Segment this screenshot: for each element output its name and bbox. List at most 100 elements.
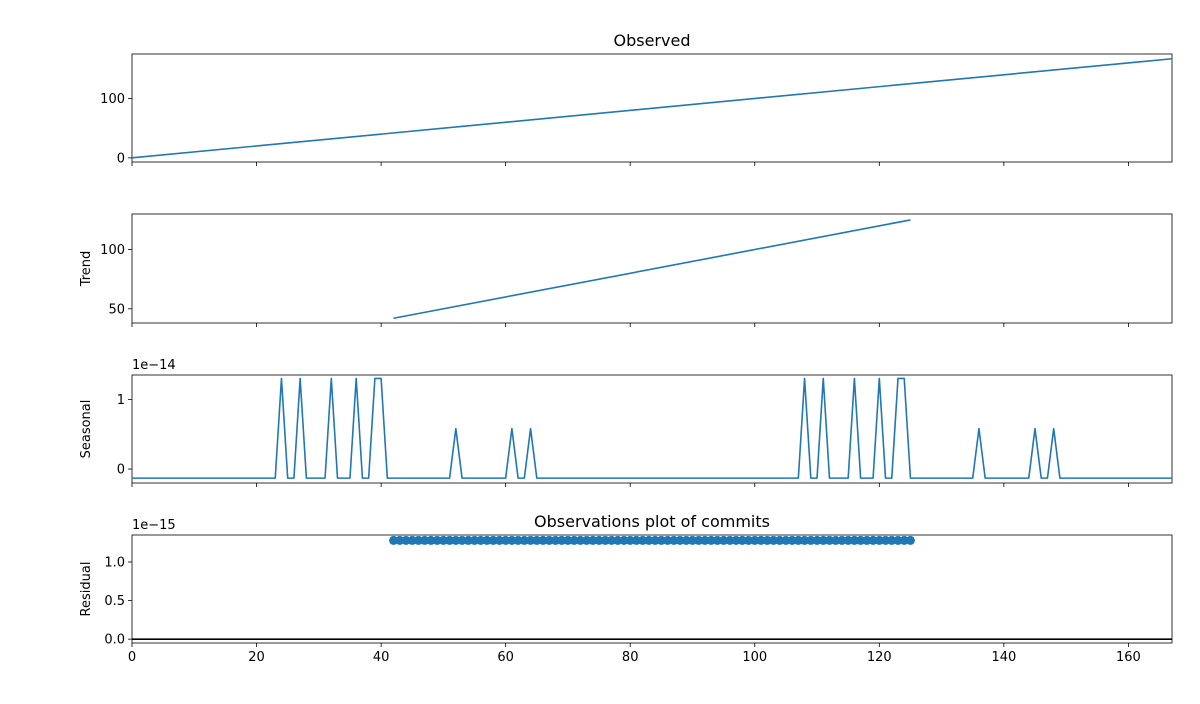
residual-point-114 — [837, 535, 847, 545]
residual-point-74 — [588, 535, 598, 545]
y-tick-label-3-0: 0 — [117, 463, 125, 478]
y-tick-label-4-1: 0.5 — [104, 594, 125, 609]
x-tick-label-6: 120 — [867, 650, 892, 665]
y-tick-label-2-0: 50 — [108, 302, 125, 317]
residual-point-125 — [905, 535, 915, 545]
residual-point-53 — [457, 535, 467, 545]
residual-point-104 — [775, 535, 785, 545]
residual-point-110 — [812, 535, 822, 545]
residual-point-78 — [613, 535, 623, 545]
y-offset-label-3: 1e−14 — [132, 358, 176, 373]
residual-point-63 — [519, 535, 529, 545]
residual-point-117 — [856, 535, 866, 545]
x-tick-label-2: 40 — [373, 650, 390, 665]
residual-point-43 — [395, 535, 405, 545]
residual-point-124 — [899, 535, 909, 545]
residual-point-81 — [631, 535, 641, 545]
residual-point-85 — [656, 535, 666, 545]
series-line-1-0 — [131, 57, 1173, 159]
axes-frame-4 — [131, 534, 1173, 644]
residual-point-61 — [507, 535, 517, 545]
residual-point-44 — [401, 535, 411, 545]
y-tick-label-1-1: 100 — [100, 92, 125, 107]
panel-title-4: Observations plot of commits — [534, 512, 770, 531]
residual-point-54 — [463, 535, 473, 545]
x-tick-label-5: 100 — [742, 650, 767, 665]
residual-point-67 — [544, 535, 554, 545]
x-tick-label-3: 60 — [497, 650, 514, 665]
residual-point-56 — [476, 535, 486, 545]
residual-point-94 — [712, 535, 722, 545]
axes-frame-3 — [131, 374, 1173, 484]
residual-point-97 — [731, 535, 741, 545]
residual-point-42 — [389, 535, 399, 545]
residual-point-93 — [706, 535, 716, 545]
residual-point-69 — [557, 535, 567, 545]
residual-point-118 — [862, 535, 872, 545]
residual-point-115 — [843, 535, 853, 545]
residual-point-70 — [563, 535, 573, 545]
residual-point-95 — [719, 535, 729, 545]
y-tick-label-2-1: 100 — [100, 243, 125, 258]
residual-point-50 — [438, 535, 448, 545]
x-tick-label-8: 160 — [1116, 650, 1141, 665]
residual-point-101 — [756, 535, 766, 545]
residual-point-122 — [887, 535, 897, 545]
residual-point-46 — [413, 535, 423, 545]
residual-point-79 — [619, 535, 629, 545]
residual-point-51 — [445, 535, 455, 545]
residual-point-66 — [538, 535, 548, 545]
y-tick-label-3-1: 1 — [117, 393, 125, 408]
residual-point-109 — [806, 535, 816, 545]
residual-point-84 — [650, 535, 660, 545]
residual-point-68 — [550, 535, 560, 545]
residual-point-112 — [824, 535, 834, 545]
y-tick-label-4-2: 1.0 — [104, 556, 125, 571]
residual-point-91 — [694, 535, 704, 545]
x-tick-label-4: 80 — [622, 650, 639, 665]
panel-title-1: Observed — [614, 31, 691, 50]
residual-point-60 — [501, 535, 511, 545]
residual-point-106 — [787, 535, 797, 545]
residual-point-102 — [762, 535, 772, 545]
residual-point-86 — [663, 535, 673, 545]
y-tick-label-1-0: 0 — [117, 151, 125, 166]
residual-point-65 — [532, 535, 542, 545]
residual-point-96 — [725, 535, 735, 545]
residual-point-45 — [407, 535, 417, 545]
residual-point-73 — [582, 535, 592, 545]
residual-point-121 — [881, 535, 891, 545]
residual-point-75 — [594, 535, 604, 545]
residual-point-64 — [526, 535, 536, 545]
y-axis-label-4: Residual — [79, 562, 94, 617]
residual-point-98 — [737, 535, 747, 545]
residual-point-108 — [800, 535, 810, 545]
residual-point-120 — [874, 535, 884, 545]
residual-point-103 — [768, 535, 778, 545]
residual-point-92 — [700, 535, 710, 545]
residual-point-80 — [625, 535, 635, 545]
y-axis-label-2: Trend — [79, 251, 94, 288]
residual-point-99 — [744, 535, 754, 545]
residual-point-87 — [669, 535, 679, 545]
residual-point-48 — [426, 535, 436, 545]
residual-point-89 — [681, 535, 691, 545]
residual-point-83 — [644, 535, 654, 545]
residual-point-59 — [494, 535, 504, 545]
residual-point-105 — [781, 535, 791, 545]
axes-frame-1 — [131, 53, 1173, 163]
residual-point-88 — [675, 535, 685, 545]
residual-point-49 — [432, 535, 442, 545]
x-tick-label-0: 0 — [128, 650, 136, 665]
y-tick-label-4-0: 0.0 — [104, 633, 125, 648]
y-axis-label-3: Seasonal — [79, 400, 94, 459]
residual-point-107 — [793, 535, 803, 545]
residual-point-72 — [575, 535, 585, 545]
x-tick-label-1: 20 — [248, 650, 265, 665]
residual-point-113 — [831, 535, 841, 545]
residual-point-111 — [818, 535, 828, 545]
residual-point-52 — [451, 535, 461, 545]
residual-point-90 — [687, 535, 697, 545]
residual-point-116 — [849, 535, 859, 545]
